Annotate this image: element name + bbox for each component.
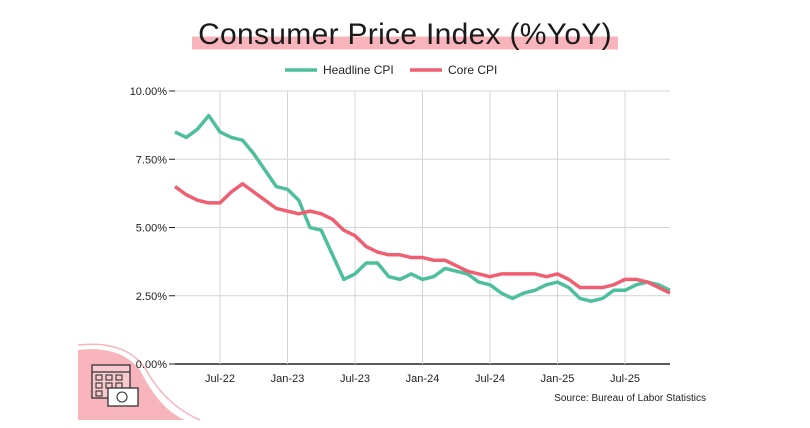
source-note: Source: Bureau of Labor Statistics — [554, 393, 706, 404]
calendar-money-icon — [77, 343, 201, 421]
series-line-headline-cpi — [174, 113, 671, 303]
series-line-core-cpi — [173, 182, 671, 295]
x-tick-label: Jul-22 — [205, 373, 235, 385]
x-tick-label: Jan-25 — [541, 373, 575, 385]
x-tick-label: Jan-23 — [271, 373, 305, 385]
chart-title-wrap: Consumer Price Index (%YoY) — [0, 18, 810, 52]
y-tick-label: 10.00% — [130, 86, 168, 98]
legend-label: Core CPI — [448, 63, 497, 77]
x-tick-label: Jul-25 — [610, 373, 640, 385]
legend-label: Headline CPI — [323, 63, 394, 77]
x-tick-label: Jul-24 — [475, 373, 505, 385]
y-tick-label: 7.50% — [136, 154, 167, 166]
y-tick-label: 2.50% — [136, 291, 167, 303]
y-tick-label: 5.00% — [136, 223, 167, 235]
x-tick-label: Jul-23 — [340, 373, 370, 385]
y-tick-label: 0.00% — [136, 359, 167, 371]
x-tick-label: Jan-24 — [406, 373, 440, 385]
chart-title: Consumer Price Index (%YoY) — [192, 18, 618, 52]
